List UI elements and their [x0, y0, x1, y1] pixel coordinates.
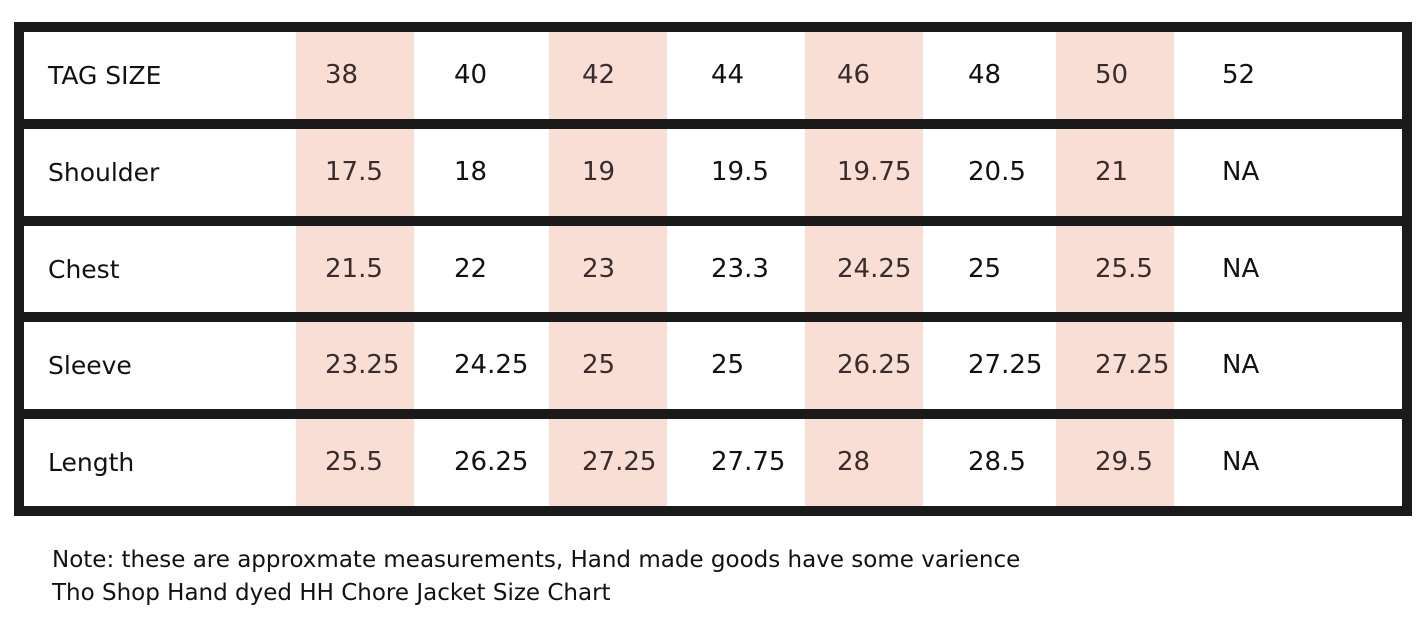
measurement-cell: 19	[582, 157, 616, 187]
table-row: Length 25.5 26.25 27.25 27.75 28 28.5 29…	[14, 419, 1412, 506]
measurement-cell: 22	[454, 254, 488, 284]
size-cell: 52	[1222, 60, 1256, 90]
highlight-column-band	[1056, 22, 1174, 516]
size-cell: 46	[837, 60, 871, 90]
measurement-cell: NA	[1222, 157, 1260, 187]
size-cell: 38	[325, 60, 359, 90]
measurement-cell: 25.5	[1095, 254, 1153, 284]
measurement-note: Note: these are approxmate measurements,…	[52, 547, 1021, 573]
measurement-cell: NA	[1222, 350, 1260, 380]
highlight-column-band	[296, 22, 414, 516]
measurement-cell: 23.25	[325, 350, 400, 380]
highlight-column-band	[805, 22, 923, 516]
table-border-bottom	[14, 506, 1412, 516]
row-divider	[14, 312, 1412, 322]
size-chart-table: TAG SIZE 38 40 42 44 46 48 50 52 Shoulde…	[14, 22, 1412, 516]
measurement-cell: 25	[968, 254, 1002, 284]
measurement-cell: 25	[582, 350, 616, 380]
table-border-top	[14, 22, 1412, 32]
measurement-cell: 23	[582, 254, 616, 284]
measurement-cell: 26.25	[837, 350, 912, 380]
size-cell: 40	[454, 60, 488, 90]
row-divider	[14, 409, 1412, 419]
measurement-cell: 28.5	[968, 447, 1026, 477]
size-cell: 50	[1095, 60, 1129, 90]
table-row: Chest 21.5 22 23 23.3 24.25 25 25.5 NA	[14, 226, 1412, 313]
measurement-cell: 29.5	[1095, 447, 1153, 477]
measurement-cell: NA	[1222, 447, 1260, 477]
chart-caption: Tho Shop Hand dyed HH Chore Jacket Size …	[52, 580, 611, 606]
row-divider	[14, 216, 1412, 226]
size-cell: 44	[711, 60, 745, 90]
measurement-cell: 25.5	[325, 447, 383, 477]
notes-block: Note: these are approxmate measurements,…	[52, 544, 1020, 610]
measurement-cell: 18	[454, 157, 488, 187]
table-row: Sleeve 23.25 24.25 25 25 26.25 27.25 27.…	[14, 322, 1412, 409]
header-label: TAG SIZE	[48, 61, 162, 90]
measurement-cell: 24.25	[454, 350, 529, 380]
row-label: Sleeve	[48, 351, 132, 380]
measurement-cell: NA	[1222, 254, 1260, 284]
header-row: TAG SIZE 38 40 42 44 46 48 50 52	[14, 32, 1412, 119]
measurement-cell: 19.75	[837, 157, 912, 187]
row-label: Length	[48, 448, 135, 477]
measurement-cell: 27.25	[968, 350, 1043, 380]
size-cell: 48	[968, 60, 1002, 90]
measurement-cell: 24.25	[837, 254, 912, 284]
measurement-cell: 20.5	[968, 157, 1026, 187]
measurement-cell: 23.3	[711, 254, 769, 284]
measurement-cell: 28	[837, 447, 871, 477]
table-border-right	[1402, 22, 1412, 516]
measurement-cell: 19.5	[711, 157, 769, 187]
table-row: Shoulder 17.5 18 19 19.5 19.75 20.5 21 N…	[14, 129, 1412, 216]
measurement-cell: 27.25	[1095, 350, 1170, 380]
row-label: Shoulder	[48, 158, 160, 187]
row-divider	[14, 119, 1412, 129]
row-label: Chest	[48, 255, 120, 284]
measurement-cell: 21	[1095, 157, 1129, 187]
measurement-cell: 21.5	[325, 254, 383, 284]
size-cell: 42	[582, 60, 616, 90]
measurement-cell: 25	[711, 350, 745, 380]
measurement-cell: 27.25	[582, 447, 657, 477]
table-border-left	[14, 22, 24, 516]
measurement-cell: 27.75	[711, 447, 786, 477]
measurement-cell: 17.5	[325, 157, 383, 187]
measurement-cell: 26.25	[454, 447, 529, 477]
highlight-column-band	[549, 22, 667, 516]
